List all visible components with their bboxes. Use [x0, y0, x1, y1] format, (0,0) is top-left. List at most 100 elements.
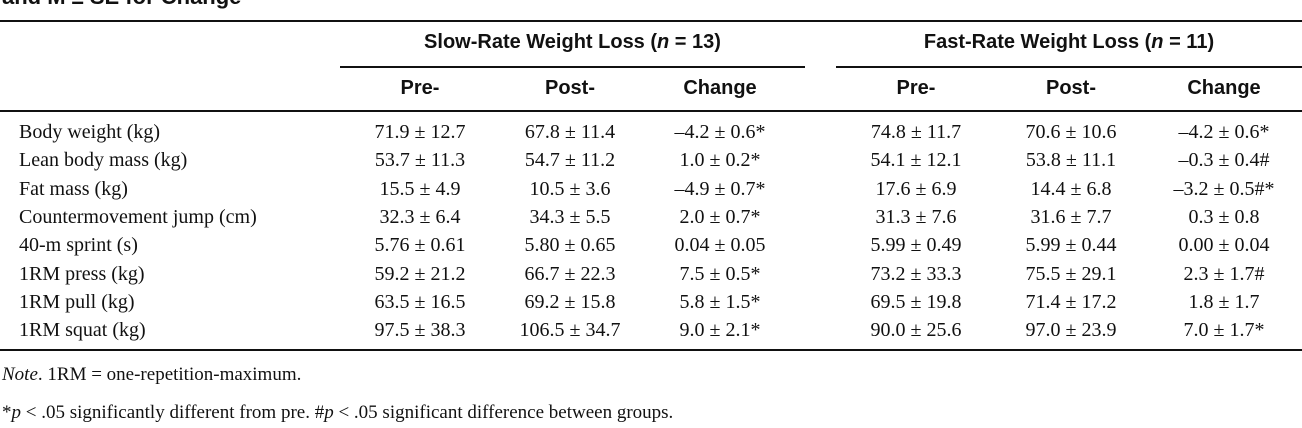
cell-value: 10.5 ± 3.6	[529, 177, 611, 200]
p-symbol: p	[11, 402, 22, 423]
row-label: Fat mass (kg)	[19, 177, 128, 200]
n-symbol: n	[657, 31, 670, 53]
table-caption-fragment: and M ± SE for Change	[2, 0, 241, 10]
row-label: Body weight (kg)	[19, 121, 161, 144]
col-header-post: Post-	[1046, 77, 1096, 99]
row-label: 1RM pull (kg)	[19, 290, 135, 313]
table-row: Fat mass (kg) 15.5 ± 4.9 10.5 ± 3.6 –4.9…	[0, 175, 1302, 203]
cell-value: 32.3 ± 6.4	[379, 206, 461, 229]
col-header-change: Change	[1187, 77, 1261, 99]
col-header-change: Change	[683, 77, 757, 99]
cell-value: 7.0 ± 1.7*	[1183, 319, 1265, 342]
cell-value: 5.8 ± 1.5*	[679, 290, 761, 313]
data-table: Body weight (kg) 71.9 ± 12.7 67.8 ± 11.4…	[0, 118, 1302, 344]
row-label: 1RM press (kg)	[19, 262, 145, 285]
cell-value: 54.7 ± 11.2	[524, 149, 616, 172]
cell-value: 7.5 ± 0.5*	[679, 262, 761, 285]
col-header-pre: Pre-	[896, 77, 936, 99]
cell-value: 70.6 ± 10.6	[1025, 121, 1117, 144]
cell-value: 2.3 ± 1.7#	[1183, 262, 1265, 285]
col-header-post: Post-	[545, 77, 595, 99]
cell-value: 71.9 ± 12.7	[374, 121, 466, 144]
cell-value: 0.3 ± 0.8	[1188, 206, 1260, 229]
star-symbol: *	[2, 402, 12, 423]
cell-value: 14.4 ± 6.8	[1030, 177, 1112, 200]
cell-value: –4.9 ± 0.7*	[674, 177, 766, 200]
spacer	[800, 231, 836, 259]
table-note: Note. 1RM = one-repetition-maximum.	[2, 364, 301, 386]
group-header-slow: Slow-Rate Weight Loss (n = 13)	[340, 31, 805, 54]
spacer	[800, 118, 836, 146]
cell-value: 0.00 ± 0.04	[1178, 234, 1270, 257]
table-row: Body weight (kg) 71.9 ± 12.7 67.8 ± 11.4…	[0, 118, 1302, 146]
cell-value: 5.76 ± 0.61	[374, 234, 466, 257]
n-value: = 13)	[669, 31, 721, 53]
table-bottom-rule	[0, 349, 1302, 351]
cell-value: 0.04 ± 0.05	[674, 234, 766, 257]
top-rule	[0, 20, 1302, 22]
row-label: 40-m sprint (s)	[19, 234, 138, 257]
sig-text: < .05 significantly different from pre. …	[21, 402, 325, 423]
cell-value: 9.0 ± 2.1*	[679, 319, 761, 342]
cell-value: 31.3 ± 7.6	[875, 206, 957, 229]
group-header-fast: Fast-Rate Weight Loss (n = 11)	[836, 31, 1302, 54]
header-bottom-rule	[0, 110, 1302, 112]
cell-value: 69.2 ± 15.8	[524, 290, 616, 313]
col-header-pre: Pre-	[400, 77, 440, 99]
spacer	[800, 259, 836, 287]
cell-value: 97.0 ± 23.9	[1025, 319, 1117, 342]
cell-value: 97.5 ± 38.3	[374, 319, 466, 342]
table-row: 1RM pull (kg) 63.5 ± 16.5 69.2 ± 15.8 5.…	[0, 288, 1302, 316]
sig-text: < .05 significant difference between gro…	[333, 402, 674, 423]
cell-value: 53.8 ± 11.1	[1025, 149, 1117, 172]
cell-value: 74.8 ± 11.7	[870, 121, 962, 144]
cell-value: 34.3 ± 5.5	[529, 206, 611, 229]
cell-value: 75.5 ± 29.1	[1025, 262, 1117, 285]
cell-value: 67.8 ± 11.4	[524, 121, 616, 144]
row-label: Countermovement jump (cm)	[19, 206, 257, 229]
cell-value: 15.5 ± 4.9	[379, 177, 461, 200]
table-row: Countermovement jump (cm) 32.3 ± 6.4 34.…	[0, 203, 1302, 231]
table-row: Lean body mass (kg) 53.7 ± 11.3 54.7 ± 1…	[0, 146, 1302, 174]
cell-value: –3.2 ± 0.5#*	[1173, 177, 1275, 200]
cell-value: 59.2 ± 21.2	[374, 262, 466, 285]
group-rule-slow	[340, 66, 805, 68]
cell-value: 54.1 ± 12.1	[870, 149, 962, 172]
cell-value: 90.0 ± 25.6	[870, 319, 962, 342]
p-symbol: p	[324, 402, 334, 423]
cell-value: –4.2 ± 0.6*	[1178, 121, 1270, 144]
spacer	[800, 316, 836, 344]
note-text: . 1RM = one-repetition-maximum.	[37, 364, 302, 385]
group-label: Slow-Rate Weight Loss (	[424, 31, 658, 53]
cell-value: 5.99 ± 0.44	[1025, 234, 1117, 257]
spacer	[800, 203, 836, 231]
n-value: = 11)	[1163, 31, 1215, 53]
cell-value: 1.0 ± 0.2*	[679, 149, 761, 172]
cell-value: –0.3 ± 0.4#	[1178, 149, 1270, 172]
row-label: Lean body mass (kg)	[19, 149, 188, 172]
cell-value: 53.7 ± 11.3	[374, 149, 466, 172]
significance-note: *p < .05 significantly different from pr…	[2, 402, 673, 424]
table-row: 1RM press (kg) 59.2 ± 21.2 66.7 ± 22.3 7…	[0, 259, 1302, 287]
cell-value: 5.99 ± 0.49	[870, 234, 962, 257]
cell-value: 2.0 ± 0.7*	[679, 206, 761, 229]
spacer	[800, 175, 836, 203]
cell-value: 69.5 ± 19.8	[870, 290, 962, 313]
group-rule-fast	[836, 66, 1302, 68]
n-symbol: n	[1151, 31, 1164, 53]
spacer	[800, 146, 836, 174]
cell-value: 17.6 ± 6.9	[875, 177, 957, 200]
cell-value: 71.4 ± 17.2	[1025, 290, 1117, 313]
table-row: 1RM squat (kg) 97.5 ± 38.3 106.5 ± 34.7 …	[0, 316, 1302, 344]
cell-value: 63.5 ± 16.5	[374, 290, 466, 313]
group-label: Fast-Rate Weight Loss (	[923, 31, 1152, 53]
cell-value: 66.7 ± 22.3	[524, 262, 616, 285]
cell-value: 106.5 ± 34.7	[519, 319, 621, 342]
cell-value: –4.2 ± 0.6*	[674, 121, 766, 144]
note-label: Note	[2, 364, 38, 385]
cell-value: 73.2 ± 33.3	[870, 262, 962, 285]
cell-value: 31.6 ± 7.7	[1030, 206, 1112, 229]
cell-value: 1.8 ± 1.7	[1188, 290, 1260, 313]
cell-value: 5.80 ± 0.65	[524, 234, 616, 257]
table-row: 40-m sprint (s) 5.76 ± 0.61 5.80 ± 0.65 …	[0, 231, 1302, 259]
